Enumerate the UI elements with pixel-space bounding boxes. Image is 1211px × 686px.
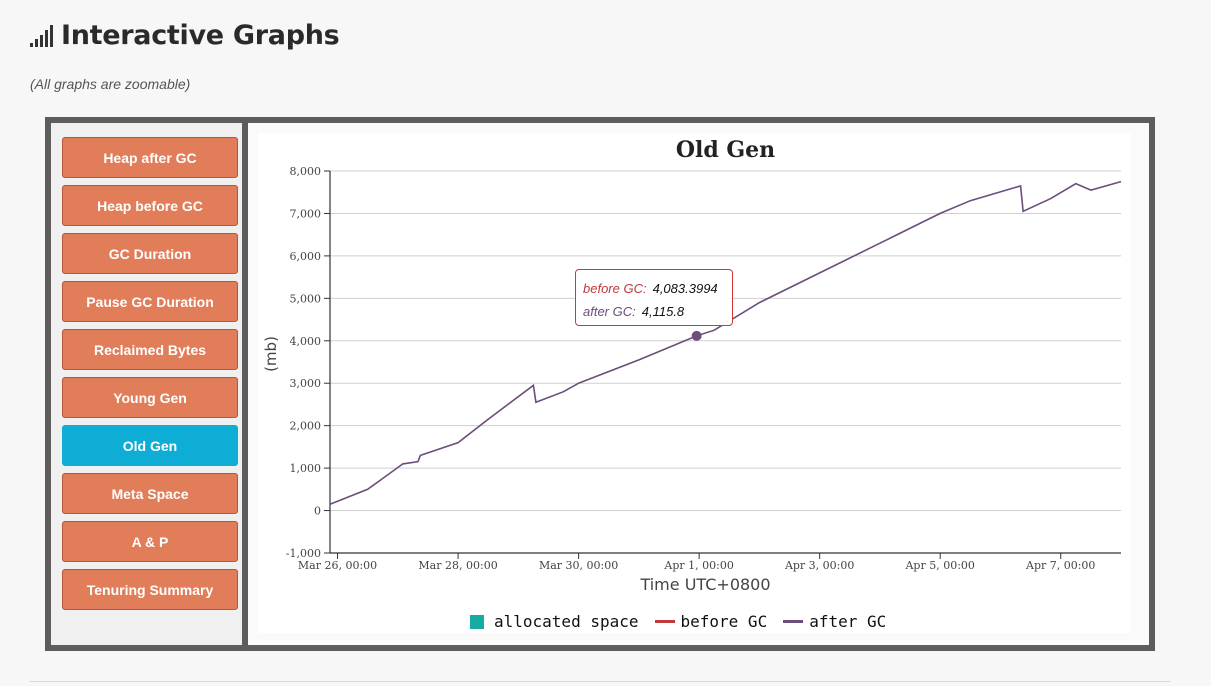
before-gc-swatch-icon (654, 620, 675, 623)
reclaimed-bytes-button[interactable]: Reclaimed Bytes (62, 329, 238, 370)
x-tick-label: Apr 3, 00:00 (784, 559, 854, 572)
y-tick-label: 0 (314, 505, 321, 518)
a-and-p-button[interactable]: A & P (62, 521, 238, 562)
legend-before-gc[interactable]: before GC (654, 612, 768, 631)
bar-chart-icon (30, 24, 53, 47)
y-tick-label: 5,000 (290, 292, 322, 305)
y-tick-label: 2,000 (290, 420, 322, 433)
y-tick-label: 1,000 (290, 462, 322, 475)
tooltip-after-value: 4,115.8 (641, 304, 685, 319)
y-tick-label: -1,000 (286, 547, 321, 560)
old-gen-button[interactable]: Old Gen (62, 425, 238, 466)
gc-duration-button[interactable]: GC Duration (62, 233, 238, 274)
data-tooltip: before GC: 4,083.3994 after GC: 4,115.8 (575, 269, 733, 326)
y-tick-label: 8,000 (290, 165, 322, 178)
x-axis-label: Time UTC+0800 (639, 575, 770, 594)
x-tick-label: Mar 28, 00:00 (418, 559, 497, 572)
allocated-swatch-icon (470, 614, 484, 629)
tenuring-summary-button[interactable]: Tenuring Summary (62, 569, 238, 610)
graphs-frame: Heap after GC Heap before GC GC Duration… (45, 117, 1155, 651)
x-tick-label: Apr 1, 00:00 (663, 559, 733, 572)
x-tick-label: Mar 30, 00:00 (539, 559, 618, 572)
y-tick-label: 3,000 (290, 377, 322, 390)
page-divider (30, 681, 1170, 682)
tooltip-before-label: before GC: (583, 281, 647, 296)
graph-selector-sidebar: Heap after GC Heap before GC GC Duration… (51, 123, 242, 645)
page-title: Interactive Graphs (61, 20, 340, 51)
y-tick-label: 7,000 (290, 207, 322, 220)
young-gen-button[interactable]: Young Gen (62, 377, 238, 418)
legend-after-label: after GC (809, 612, 887, 631)
page-subtitle: (All graphs are zoomable) (30, 76, 191, 92)
meta-space-button[interactable]: Meta Space (62, 473, 238, 514)
y-axis-label: (mb) (262, 336, 280, 372)
x-tick-label: Apr 5, 00:00 (904, 559, 974, 572)
heap-before-gc-button[interactable]: Heap before GC (62, 185, 238, 226)
page-header: Interactive Graphs (30, 20, 340, 51)
legend-allocated-space[interactable]: allocated space (470, 612, 639, 631)
after-gc-swatch-icon (783, 620, 804, 623)
tooltip-after-label: after GC: (583, 304, 636, 319)
tooltip-before-value: 4,083.3994 (652, 281, 718, 296)
pause-gc-duration-button[interactable]: Pause GC Duration (62, 281, 238, 322)
legend-allocated-label: allocated space (494, 612, 639, 631)
legend-before-label: before GC (680, 612, 768, 631)
x-tick-label: Apr 7, 00:00 (1025, 559, 1095, 572)
x-tick-label: Mar 26, 00:00 (298, 559, 377, 572)
chart-legend: allocated space before GC after GC (470, 612, 902, 631)
chart-title: Old Gen (676, 137, 775, 163)
legend-after-gc[interactable]: after GC (783, 612, 886, 631)
y-tick-label: 6,000 (290, 250, 322, 263)
old-gen-chart[interactable]: Old Gen -1,000 0 1,000 2,000 3,000 4,000 5,000 6… (248, 123, 1149, 645)
chart-panel[interactable]: Old Gen -1,000 0 1,000 2,000 3,000 4,000 5,000 6… (248, 123, 1149, 645)
heap-after-gc-button[interactable]: Heap after GC (62, 137, 238, 178)
y-tick-label: 4,000 (290, 335, 322, 348)
highlight-point (691, 330, 702, 341)
